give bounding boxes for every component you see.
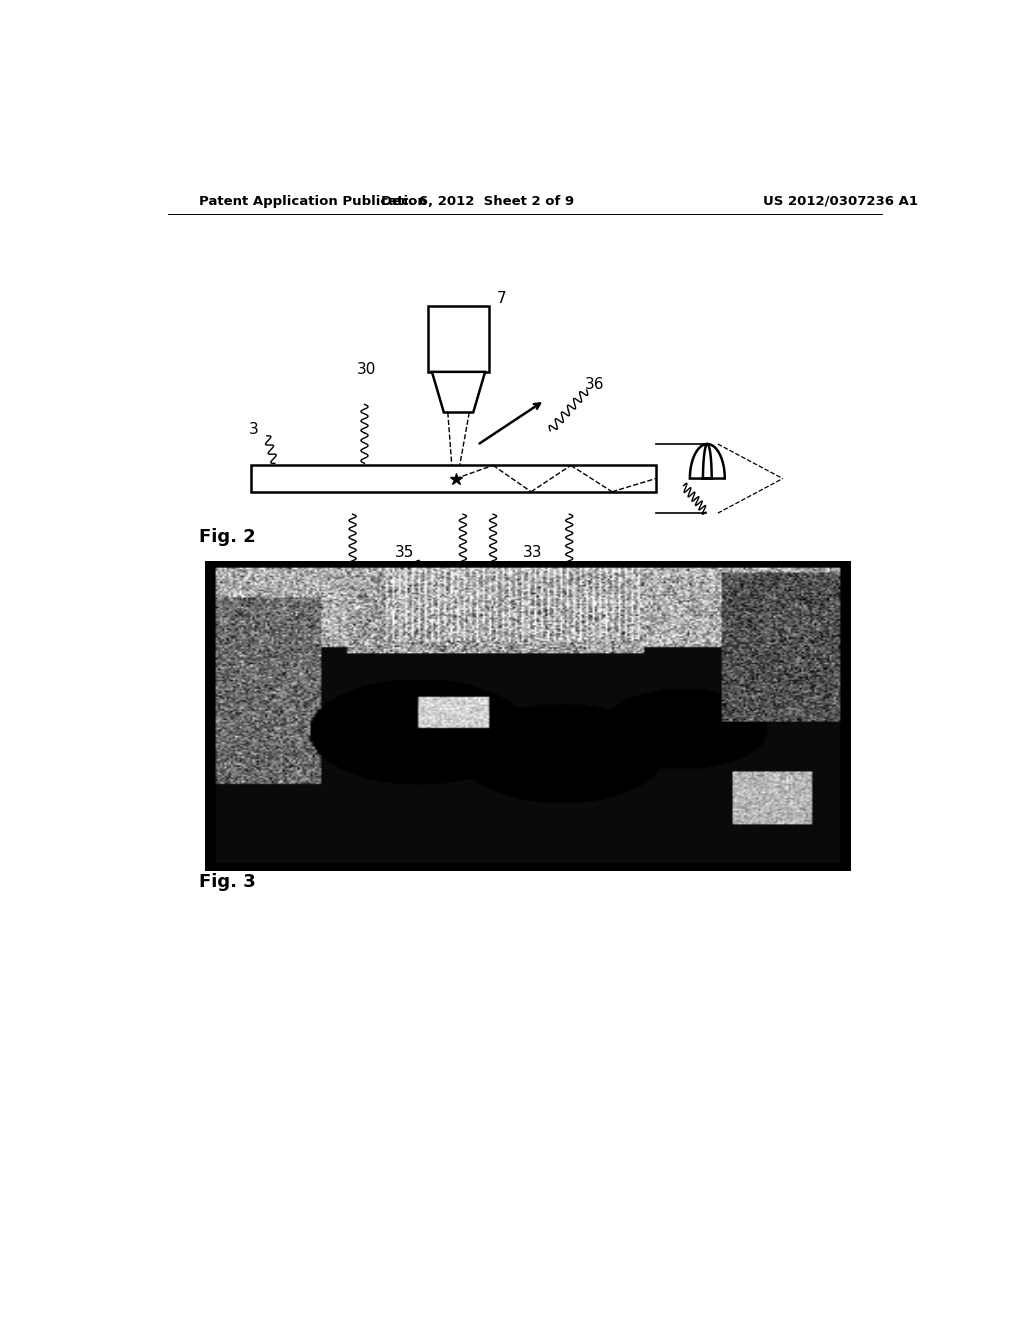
Polygon shape [690,444,725,479]
Text: 34: 34 [447,570,467,586]
Text: 33: 33 [553,576,572,591]
Text: 33: 33 [523,545,543,560]
Text: 7: 7 [497,292,507,306]
Text: Dec. 6, 2012  Sheet 2 of 9: Dec. 6, 2012 Sheet 2 of 9 [381,194,573,207]
Text: 55: 55 [666,587,685,603]
Text: 31: 31 [334,570,353,586]
Bar [428,306,489,372]
Text: US 2012/0307236 A1: US 2012/0307236 A1 [763,194,918,207]
Text: Fig. 2: Fig. 2 [200,528,256,545]
Text: Fig. 3: Fig. 3 [200,873,256,891]
Text: 3: 3 [586,842,596,857]
Text: 36: 36 [585,376,604,392]
Text: 34: 34 [380,842,399,857]
Text: 30: 30 [356,362,376,378]
Polygon shape [432,372,485,412]
Text: 3: 3 [249,422,258,437]
Text: Patent Application Publication: Patent Application Publication [200,194,427,207]
Bar [251,466,655,492]
Text: 57: 57 [479,581,499,595]
Text: 35: 35 [394,545,414,560]
